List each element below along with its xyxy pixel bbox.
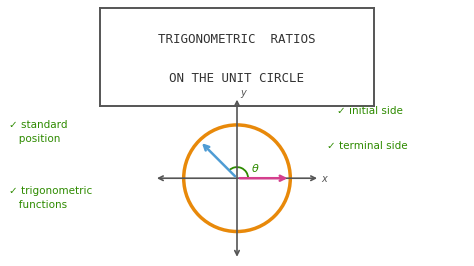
Text: ✓ standard
   position: ✓ standard position xyxy=(9,120,68,144)
Text: x: x xyxy=(321,174,327,184)
Text: ✓ terminal side: ✓ terminal side xyxy=(327,141,408,151)
Text: ON THE UNIT CIRCLE: ON THE UNIT CIRCLE xyxy=(170,72,304,85)
Text: $\theta$: $\theta$ xyxy=(251,162,260,174)
Text: ✓ initial side: ✓ initial side xyxy=(337,106,402,117)
Text: y: y xyxy=(241,88,246,98)
Text: ✓ trigonometric
   functions: ✓ trigonometric functions xyxy=(9,186,93,210)
Text: TRIGONOMETRIC  RATIOS: TRIGONOMETRIC RATIOS xyxy=(158,33,316,46)
